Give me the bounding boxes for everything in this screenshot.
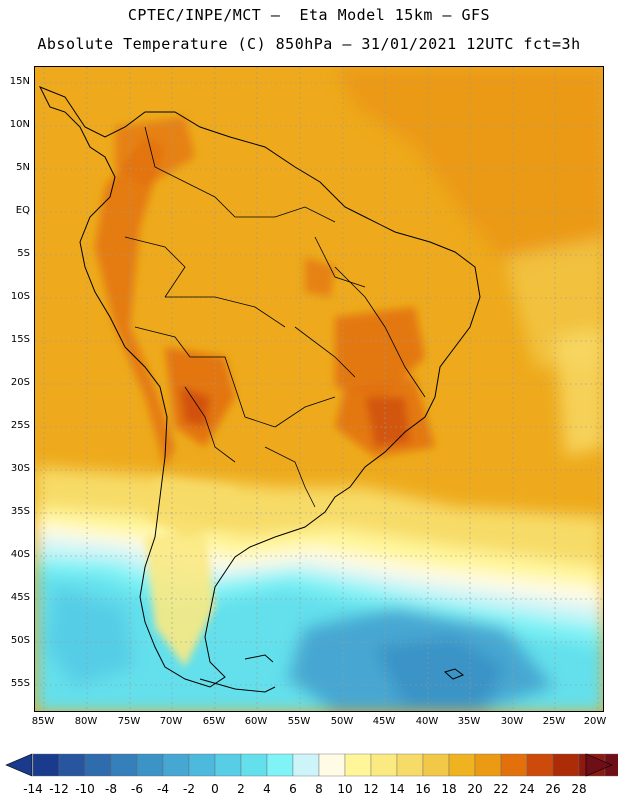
temperature-map (34, 66, 604, 712)
colorbar-swatch (474, 753, 502, 777)
colorbar-swatch (162, 753, 190, 777)
colorbar-label: 12 (363, 782, 379, 796)
colorbar-label: -2 (183, 782, 195, 796)
colorbar-swatch (58, 753, 86, 777)
colorbar-swatch (214, 753, 242, 777)
longitude-label: 50W (330, 716, 354, 727)
colorbar-swatch (240, 753, 268, 777)
latitude-label: 45S (10, 592, 30, 603)
longitude-label: 75W (117, 716, 141, 727)
latitude-label: 30S (10, 463, 30, 474)
temperature-field-svg (35, 67, 603, 711)
colorbar-label: 10 (337, 782, 353, 796)
longitude-label: 40W (415, 716, 439, 727)
latitude-label: 35S (10, 506, 30, 517)
colorbar-label: 22 (493, 782, 509, 796)
colorbar-label: -14 (23, 782, 43, 796)
latitude-label: 25S (10, 420, 30, 431)
colorbar-label: 26 (545, 782, 561, 796)
colorbar-swatch (84, 753, 112, 777)
colorbar-swatch (318, 753, 346, 777)
colorbar-label: -4 (157, 782, 169, 796)
colorbar-swatch (292, 753, 320, 777)
longitude-label: 65W (202, 716, 226, 727)
longitude-label: 30W (500, 716, 524, 727)
map-title-line1: CPTEC/INPE/MCT – Eta Model 15km – GFS (127, 6, 491, 24)
colorbar-swatch (32, 753, 60, 777)
graticule (35, 67, 603, 711)
latitude-label: 40S (10, 549, 30, 560)
colorbar-swatch (500, 753, 528, 777)
longitude-label: 60W (244, 716, 268, 727)
longitude-label: 70W (159, 716, 183, 727)
latitude-label: 5S (17, 248, 30, 259)
colorbar-swatch (370, 753, 398, 777)
colorbar-swatch (552, 753, 580, 777)
colorbar-label: 20 (467, 782, 483, 796)
longitude-label: 80W (74, 716, 98, 727)
longitude-label: 45W (372, 716, 396, 727)
colorbar-label: 0 (211, 782, 219, 796)
colorbar-swatch (266, 753, 294, 777)
latitude-label: 50S (10, 635, 30, 646)
colorbar-label: 14 (389, 782, 405, 796)
colorbar-label: -6 (131, 782, 143, 796)
latitude-label: 10N (9, 119, 30, 130)
colorbar-swatch (110, 753, 138, 777)
longitude-label: 55W (287, 716, 311, 727)
colorbar-swatch (448, 753, 476, 777)
latitude-label: EQ (15, 205, 30, 216)
longitude-label: 85W (31, 716, 55, 727)
latitude-label: 55S (10, 678, 30, 689)
colorbar-label: -10 (75, 782, 95, 796)
colorbar-label: 28 (571, 782, 587, 796)
coastline (38, 86, 481, 693)
colorbar-swatch (188, 753, 216, 777)
longitude-label: 20W (583, 716, 607, 727)
map-title-line2: Absolute Temperature (C) 850hPa – 31/01/… (37, 35, 581, 53)
colorbar-left-arrow (5, 753, 33, 777)
colorbar-swatch (526, 753, 554, 777)
colorbar-swatch (422, 753, 450, 777)
colorbar-label: 2 (237, 782, 245, 796)
colorbar (5, 753, 618, 777)
latitude-label: 5N (16, 162, 30, 173)
colorbar-label: 6 (289, 782, 297, 796)
latitude-label: 10S (10, 291, 30, 302)
colorbar-swatch (136, 753, 164, 777)
latitude-label: 15S (10, 334, 30, 345)
country-borders (124, 126, 426, 508)
colorbar-label: -12 (49, 782, 69, 796)
latitude-label: 15N (9, 76, 30, 87)
colorbar-swatch (344, 753, 372, 777)
colorbar-label: 18 (441, 782, 457, 796)
colorbar-swatch (396, 753, 424, 777)
colorbar-label: 16 (415, 782, 431, 796)
land-hotspots (95, 117, 435, 667)
longitude-label: 25W (542, 716, 566, 727)
colorbar-label: -8 (105, 782, 117, 796)
latitude-label: 20S (10, 377, 30, 388)
colorbar-label: 4 (263, 782, 271, 796)
colorbar-label: 24 (519, 782, 535, 796)
colorbar-right-arrow (585, 753, 613, 777)
colorbar-label: 8 (315, 782, 323, 796)
longitude-label: 35W (457, 716, 481, 727)
colorbar-swatches (32, 753, 618, 777)
